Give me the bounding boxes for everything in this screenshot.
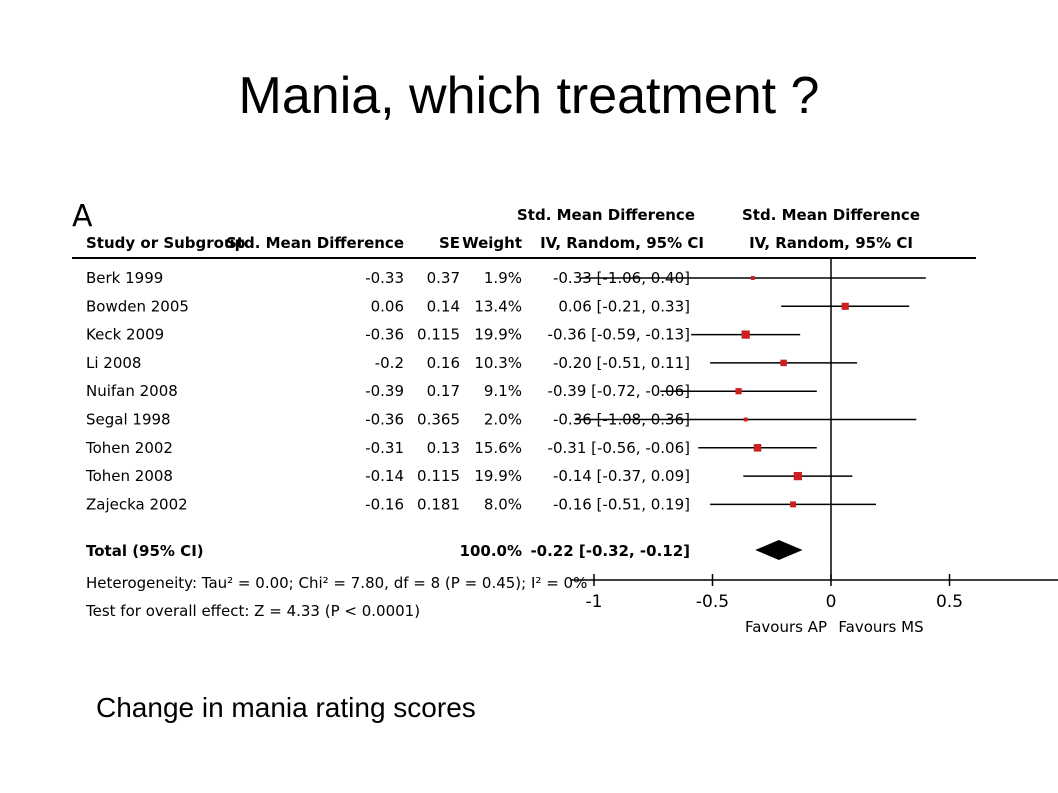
header-ci-bottom: IV, Random, 95% CI — [540, 234, 704, 252]
study-weight: 15.6% — [474, 439, 522, 457]
study-se: 0.37 — [427, 269, 460, 287]
study-se: 0.14 — [427, 297, 460, 315]
study-weight: 8.0% — [484, 495, 522, 513]
study-ci: -0.16 [-0.51, 0.19] — [553, 495, 690, 513]
x-tick-label: 0 — [826, 592, 837, 612]
study-smd: -0.16 — [365, 495, 404, 513]
study-row: Li 2008 -0.2 0.16 10.3% -0.20 [-0.51, 0.11] — [86, 354, 690, 372]
study-row: Segal 1998 -0.36 0.365 2.0% -0.36 [-1.08, 0.… — [86, 411, 690, 429]
overall-effect-text: Test for overall effect: Z = 4.33 (P < 0… — [85, 602, 420, 620]
forest-plot: A Std. Mean Difference Std. Mean Differe… — [72, 199, 1058, 636]
study-se: 0.16 — [427, 354, 460, 372]
study-weight: 19.9% — [474, 326, 522, 344]
study-smd: -0.31 — [365, 439, 404, 457]
slide-title: Mania, which treatment ? — [238, 67, 820, 125]
study-rows: Berk 1999 -0.33 0.37 1.9% -0.33 [-1.06, 0.40… — [85, 269, 690, 513]
effect-square — [743, 417, 748, 422]
study-ci: -0.14 [-0.37, 0.09] — [553, 467, 690, 485]
study-weight: 1.9% — [484, 269, 522, 287]
study-row: Zajecka 2002 -0.16 0.181 8.0% -0.16 [-0.51, … — [86, 495, 690, 513]
x-tick-label: 0.5 — [936, 592, 963, 612]
study-se: 0.365 — [417, 411, 460, 429]
header-ci-top: Std. Mean Difference — [517, 206, 695, 224]
study-row: Tohen 2002 -0.31 0.13 15.6% -0.31 [-0.56, -0… — [85, 439, 690, 457]
study-ci: -0.20 [-0.51, 0.11] — [553, 354, 690, 372]
header-weight: Weight — [462, 234, 522, 252]
effect-square — [750, 276, 755, 280]
study-se: 0.115 — [417, 326, 460, 344]
study-name: Tohen 2002 — [85, 439, 173, 457]
study-smd: -0.36 — [365, 411, 404, 429]
effect-square — [790, 501, 797, 508]
header-se: SE — [439, 234, 460, 252]
favours-left-label: Favours AP — [745, 618, 827, 636]
panel-label: A — [72, 199, 93, 234]
study-row: Nuifan 2008 -0.39 0.17 9.1% -0.39 [-0.72, -0… — [86, 382, 690, 400]
slide-caption: Change in mania rating scores — [96, 692, 476, 723]
study-ci: 0.06 [-0.21, 0.33] — [558, 297, 690, 315]
study-name: Keck 2009 — [86, 326, 164, 344]
effect-square — [741, 330, 750, 339]
header-smd: Std. Mean Difference — [226, 234, 404, 252]
study-smd: -0.2 — [375, 354, 404, 372]
total-ci: -0.22 [-0.32, -0.12] — [530, 542, 690, 560]
header-plot-bottom: IV, Random, 95% CI — [749, 234, 913, 252]
study-weight: 2.0% — [484, 411, 522, 429]
study-se: 0.115 — [417, 467, 460, 485]
study-name: Zajecka 2002 — [86, 495, 188, 513]
header-plot-top: Std. Mean Difference — [742, 206, 920, 224]
total-label: Total (95% CI) — [86, 542, 204, 560]
study-name: Bowden 2005 — [86, 297, 189, 315]
study-smd: 0.06 — [371, 297, 404, 315]
total-diamond — [755, 540, 803, 560]
study-row: Tohen 2008 -0.14 0.115 19.9% -0.14 [-0.37, 0… — [85, 467, 690, 485]
effect-square — [780, 359, 787, 367]
study-se: 0.13 — [427, 439, 460, 457]
effect-square — [735, 388, 742, 395]
study-name: Segal 1998 — [86, 411, 171, 429]
header-study: Study or Subgroup — [86, 234, 246, 252]
study-weight: 10.3% — [474, 354, 522, 372]
study-smd: -0.39 — [365, 382, 404, 400]
study-row: Bowden 2005 0.06 0.14 13.4% 0.06 [-0.21, 0.3… — [86, 297, 690, 315]
study-smd: -0.33 — [365, 269, 404, 287]
effect-square — [793, 471, 802, 481]
study-weight: 13.4% — [474, 297, 522, 315]
study-weight: 9.1% — [484, 382, 522, 400]
study-row: Keck 2009 -0.36 0.115 19.9% -0.36 [-0.59, -0… — [86, 326, 690, 344]
heterogeneity-text: Heterogeneity: Tau² = 0.00; Chi² = 7.80,… — [86, 574, 587, 592]
study-ci: -0.36 [-0.59, -0.13] — [548, 326, 690, 344]
study-se: 0.181 — [417, 495, 460, 513]
study-weight: 19.9% — [474, 467, 522, 485]
study-name: Li 2008 — [86, 354, 141, 372]
total-weight: 100.0% — [460, 542, 522, 560]
study-name: Nuifan 2008 — [86, 382, 178, 400]
study-ci: -0.31 [-0.56, -0.06] — [548, 439, 690, 457]
study-name: Berk 1999 — [86, 269, 163, 287]
study-smd: -0.36 — [365, 326, 404, 344]
study-row: Berk 1999 -0.33 0.37 1.9% -0.33 [-1.06, 0.40… — [86, 269, 690, 287]
favours-right-label: Favours MS — [838, 618, 923, 636]
x-tick-label: -1 — [586, 592, 603, 612]
study-ci: -0.39 [-0.72, -0.06] — [548, 382, 690, 400]
study-name: Tohen 2008 — [85, 467, 173, 485]
plot-area: -1-0.500.51 — [570, 258, 1058, 612]
study-smd: -0.14 — [365, 467, 404, 485]
study-se: 0.17 — [427, 382, 460, 400]
effect-square — [841, 302, 849, 310]
effect-square — [753, 444, 762, 452]
x-tick-label: -0.5 — [696, 592, 729, 612]
